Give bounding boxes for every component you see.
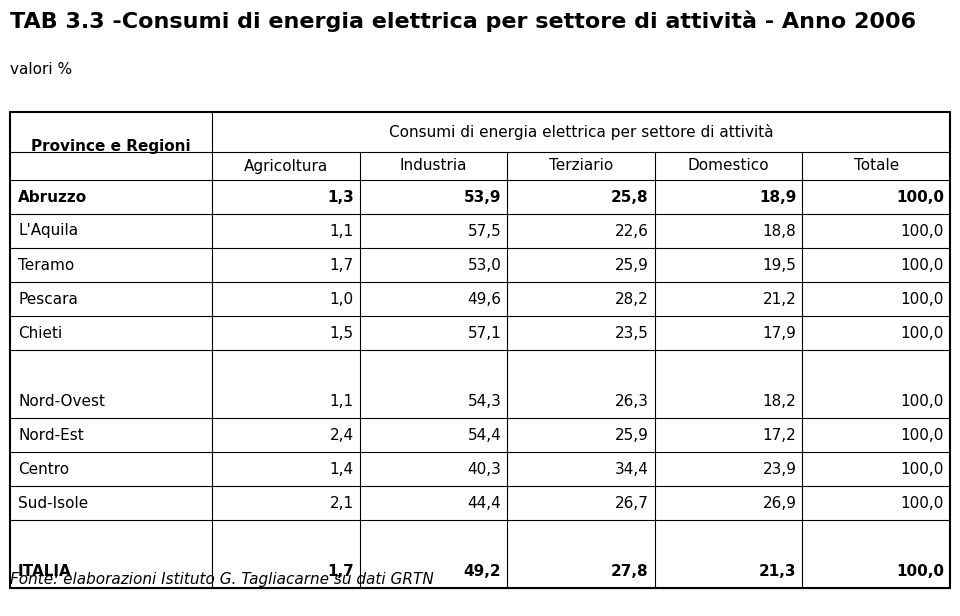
Text: 25,8: 25,8 <box>612 190 649 205</box>
Text: 26,7: 26,7 <box>615 495 649 511</box>
Text: 1,1: 1,1 <box>329 224 353 238</box>
Text: 57,5: 57,5 <box>468 224 501 238</box>
Text: Teramo: Teramo <box>18 257 74 272</box>
Text: 26,3: 26,3 <box>614 394 649 408</box>
Text: 54,3: 54,3 <box>468 394 501 408</box>
Text: 17,2: 17,2 <box>762 428 797 442</box>
Text: 100,0: 100,0 <box>900 495 944 511</box>
Text: Pescara: Pescara <box>18 291 78 307</box>
Text: Nord-Ovest: Nord-Ovest <box>18 394 105 408</box>
Text: 28,2: 28,2 <box>615 291 649 307</box>
Text: 49,2: 49,2 <box>464 564 501 578</box>
Text: 100,0: 100,0 <box>896 564 944 578</box>
Text: Province e Regioni: Province e Regioni <box>32 139 191 153</box>
Text: Abruzzo: Abruzzo <box>18 190 87 205</box>
Text: 49,6: 49,6 <box>468 291 501 307</box>
Text: 1,4: 1,4 <box>329 461 353 477</box>
Text: 1,1: 1,1 <box>329 394 353 408</box>
Text: Industria: Industria <box>399 158 468 174</box>
Text: TAB 3.3 -Consumi di energia elettrica per settore di attività - Anno 2006: TAB 3.3 -Consumi di energia elettrica pe… <box>10 10 916 31</box>
Text: 100,0: 100,0 <box>900 257 944 272</box>
Text: 100,0: 100,0 <box>900 325 944 341</box>
Text: 18,8: 18,8 <box>762 224 797 238</box>
Text: 57,1: 57,1 <box>468 325 501 341</box>
Text: Totale: Totale <box>853 158 899 174</box>
Text: Domestico: Domestico <box>687 158 770 174</box>
Text: Sud-Isole: Sud-Isole <box>18 495 88 511</box>
Text: 19,5: 19,5 <box>762 257 797 272</box>
Text: 21,3: 21,3 <box>759 564 797 578</box>
Text: 100,0: 100,0 <box>900 394 944 408</box>
Text: 34,4: 34,4 <box>615 461 649 477</box>
Text: 1,7: 1,7 <box>327 564 353 578</box>
Text: 2,1: 2,1 <box>329 495 353 511</box>
Text: 26,9: 26,9 <box>762 495 797 511</box>
Text: 44,4: 44,4 <box>468 495 501 511</box>
Bar <box>10 112 950 588</box>
Text: 25,9: 25,9 <box>615 428 649 442</box>
Text: L'Aquila: L'Aquila <box>18 224 78 238</box>
Text: Chieti: Chieti <box>18 325 62 341</box>
Text: 1,5: 1,5 <box>329 325 353 341</box>
Text: 23,9: 23,9 <box>762 461 797 477</box>
Text: 1,3: 1,3 <box>327 190 353 205</box>
Text: 40,3: 40,3 <box>468 461 501 477</box>
Text: Nord-Est: Nord-Est <box>18 428 84 442</box>
Text: Centro: Centro <box>18 461 69 477</box>
Text: 23,5: 23,5 <box>615 325 649 341</box>
Text: 53,9: 53,9 <box>464 190 501 205</box>
Text: 1,7: 1,7 <box>329 257 353 272</box>
Text: 100,0: 100,0 <box>900 224 944 238</box>
Text: Fonte: elaborazioni Istituto G. Tagliacarne su dati GRTN: Fonte: elaborazioni Istituto G. Tagliaca… <box>10 572 434 587</box>
Text: valori %: valori % <box>10 62 72 77</box>
Text: 1,0: 1,0 <box>329 291 353 307</box>
Text: 25,9: 25,9 <box>615 257 649 272</box>
Text: 100,0: 100,0 <box>896 190 944 205</box>
Text: 53,0: 53,0 <box>468 257 501 272</box>
Text: Terziario: Terziario <box>549 158 613 174</box>
Text: 100,0: 100,0 <box>900 461 944 477</box>
Text: Agricoltura: Agricoltura <box>244 158 328 174</box>
Text: 100,0: 100,0 <box>900 291 944 307</box>
Text: 17,9: 17,9 <box>762 325 797 341</box>
Text: 27,8: 27,8 <box>612 564 649 578</box>
Text: 2,4: 2,4 <box>329 428 353 442</box>
Text: 18,9: 18,9 <box>759 190 797 205</box>
Text: 100,0: 100,0 <box>900 428 944 442</box>
Text: 21,2: 21,2 <box>762 291 797 307</box>
Text: 22,6: 22,6 <box>615 224 649 238</box>
Text: ITALIA: ITALIA <box>18 564 72 578</box>
Text: Consumi di energia elettrica per settore di attività: Consumi di energia elettrica per settore… <box>389 124 774 140</box>
Text: 18,2: 18,2 <box>762 394 797 408</box>
Text: 54,4: 54,4 <box>468 428 501 442</box>
